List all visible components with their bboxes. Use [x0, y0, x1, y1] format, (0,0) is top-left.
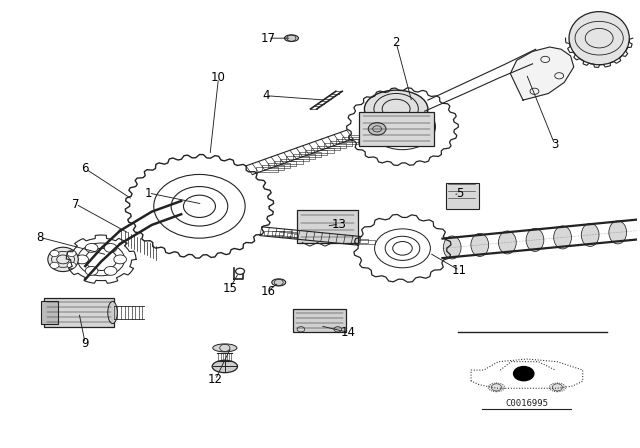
- Text: 6: 6: [81, 162, 89, 175]
- Text: 14: 14: [341, 326, 356, 339]
- Bar: [324, 237, 345, 241]
- Text: 11: 11: [452, 264, 467, 277]
- Ellipse shape: [364, 90, 428, 128]
- Text: C0016995: C0016995: [506, 400, 548, 409]
- Bar: [330, 141, 352, 146]
- Ellipse shape: [609, 221, 627, 244]
- Bar: [271, 232, 292, 236]
- Text: 7: 7: [72, 198, 79, 211]
- Circle shape: [104, 243, 117, 252]
- Text: 1: 1: [145, 186, 152, 199]
- Text: 2: 2: [392, 36, 400, 49]
- Bar: [309, 235, 330, 240]
- Bar: [332, 237, 353, 242]
- Bar: [348, 239, 367, 243]
- Bar: [355, 240, 375, 244]
- Bar: [311, 148, 333, 153]
- Bar: [336, 139, 358, 144]
- Bar: [268, 163, 291, 168]
- Text: 16: 16: [260, 285, 275, 298]
- Text: 13: 13: [332, 217, 346, 231]
- Ellipse shape: [212, 344, 237, 352]
- Bar: [317, 236, 337, 240]
- Ellipse shape: [284, 35, 298, 42]
- Text: 5: 5: [456, 186, 463, 199]
- Ellipse shape: [569, 12, 629, 65]
- Ellipse shape: [549, 383, 566, 392]
- Text: 17: 17: [260, 32, 275, 45]
- Circle shape: [67, 250, 76, 257]
- Bar: [305, 150, 327, 155]
- Circle shape: [513, 366, 534, 381]
- FancyBboxPatch shape: [292, 309, 346, 332]
- Bar: [264, 231, 284, 235]
- Circle shape: [67, 262, 76, 268]
- Ellipse shape: [48, 247, 78, 271]
- Bar: [274, 161, 296, 166]
- Circle shape: [104, 267, 117, 276]
- FancyBboxPatch shape: [445, 183, 479, 209]
- Bar: [299, 152, 321, 157]
- Circle shape: [50, 250, 59, 257]
- Ellipse shape: [581, 224, 599, 246]
- Bar: [317, 146, 340, 151]
- Ellipse shape: [471, 233, 489, 256]
- Text: 10: 10: [211, 72, 226, 85]
- Text: 3: 3: [551, 138, 559, 151]
- FancyBboxPatch shape: [44, 298, 115, 327]
- Text: 8: 8: [36, 231, 44, 244]
- Circle shape: [85, 267, 98, 276]
- Ellipse shape: [444, 236, 461, 259]
- Ellipse shape: [272, 279, 285, 286]
- Circle shape: [85, 243, 98, 252]
- Ellipse shape: [499, 231, 516, 254]
- Ellipse shape: [526, 228, 544, 251]
- Bar: [255, 168, 278, 172]
- Bar: [262, 165, 284, 170]
- Bar: [294, 233, 315, 238]
- Ellipse shape: [108, 302, 117, 323]
- Bar: [287, 233, 307, 237]
- Bar: [279, 232, 300, 237]
- Bar: [340, 238, 360, 242]
- FancyBboxPatch shape: [42, 301, 58, 324]
- Text: 4: 4: [262, 89, 270, 102]
- Text: 15: 15: [223, 282, 237, 295]
- FancyBboxPatch shape: [297, 210, 358, 242]
- Circle shape: [76, 255, 88, 264]
- Text: 12: 12: [208, 373, 223, 386]
- Circle shape: [114, 255, 127, 264]
- FancyBboxPatch shape: [358, 112, 433, 146]
- Circle shape: [50, 262, 59, 268]
- Ellipse shape: [212, 360, 237, 373]
- Bar: [287, 156, 309, 161]
- Bar: [348, 134, 371, 139]
- Bar: [324, 143, 346, 148]
- Ellipse shape: [554, 226, 572, 249]
- Bar: [292, 154, 315, 159]
- Bar: [342, 137, 364, 142]
- Bar: [302, 234, 322, 239]
- Ellipse shape: [488, 383, 505, 392]
- Text: 9: 9: [81, 337, 89, 350]
- Bar: [280, 159, 303, 164]
- Polygon shape: [510, 47, 574, 100]
- Circle shape: [368, 123, 386, 135]
